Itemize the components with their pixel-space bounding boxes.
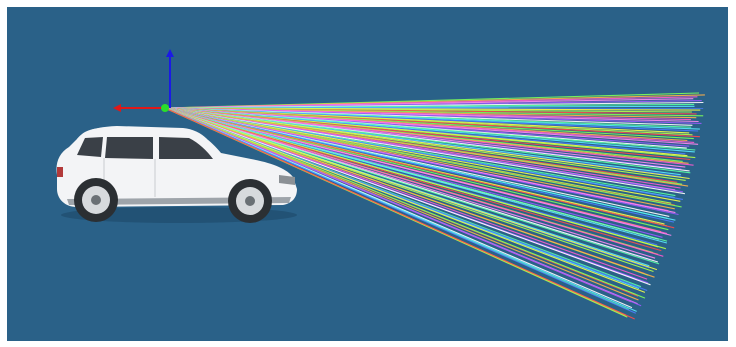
car-roof xyxy=(77,126,207,139)
lidar-ray xyxy=(164,107,675,223)
scene-canvas[interactable] xyxy=(7,7,728,341)
lidar-ray xyxy=(164,107,669,231)
lidar-ray xyxy=(164,107,681,202)
lidar-ray xyxy=(164,107,651,286)
car-headlight xyxy=(279,175,295,185)
y-axis-arrowhead xyxy=(166,49,174,57)
lidar-ray xyxy=(164,107,672,236)
car-window-front xyxy=(159,137,213,159)
lidar-ray xyxy=(164,107,664,257)
lidar-ray xyxy=(164,107,654,273)
lidar-ray xyxy=(164,107,668,244)
lidar-ray xyxy=(164,107,642,307)
sensor-origin-icon[interactable] xyxy=(161,104,169,112)
lidar-ray xyxy=(164,107,679,216)
lidar-ray xyxy=(164,107,655,278)
lidar-rays xyxy=(164,92,705,320)
lidar-ray xyxy=(164,107,646,299)
axes-gizmo[interactable] xyxy=(113,49,174,112)
lidar-ray xyxy=(164,107,635,320)
lidar-ray xyxy=(164,107,662,252)
suv-car-icon xyxy=(56,126,297,223)
lidar-ray xyxy=(164,107,660,265)
lidar-ray xyxy=(164,107,685,195)
car-window-mid xyxy=(105,137,153,159)
front-wheel xyxy=(228,179,272,223)
3d-viewport[interactable] xyxy=(7,7,728,341)
x-axis-arrowhead xyxy=(113,104,121,112)
car-taillight xyxy=(57,167,63,177)
lidar-ray xyxy=(164,107,646,293)
lidar-ray xyxy=(164,107,637,314)
car-window-rear xyxy=(77,137,103,157)
lidar-ray xyxy=(164,107,639,301)
rear-wheel xyxy=(74,178,118,222)
